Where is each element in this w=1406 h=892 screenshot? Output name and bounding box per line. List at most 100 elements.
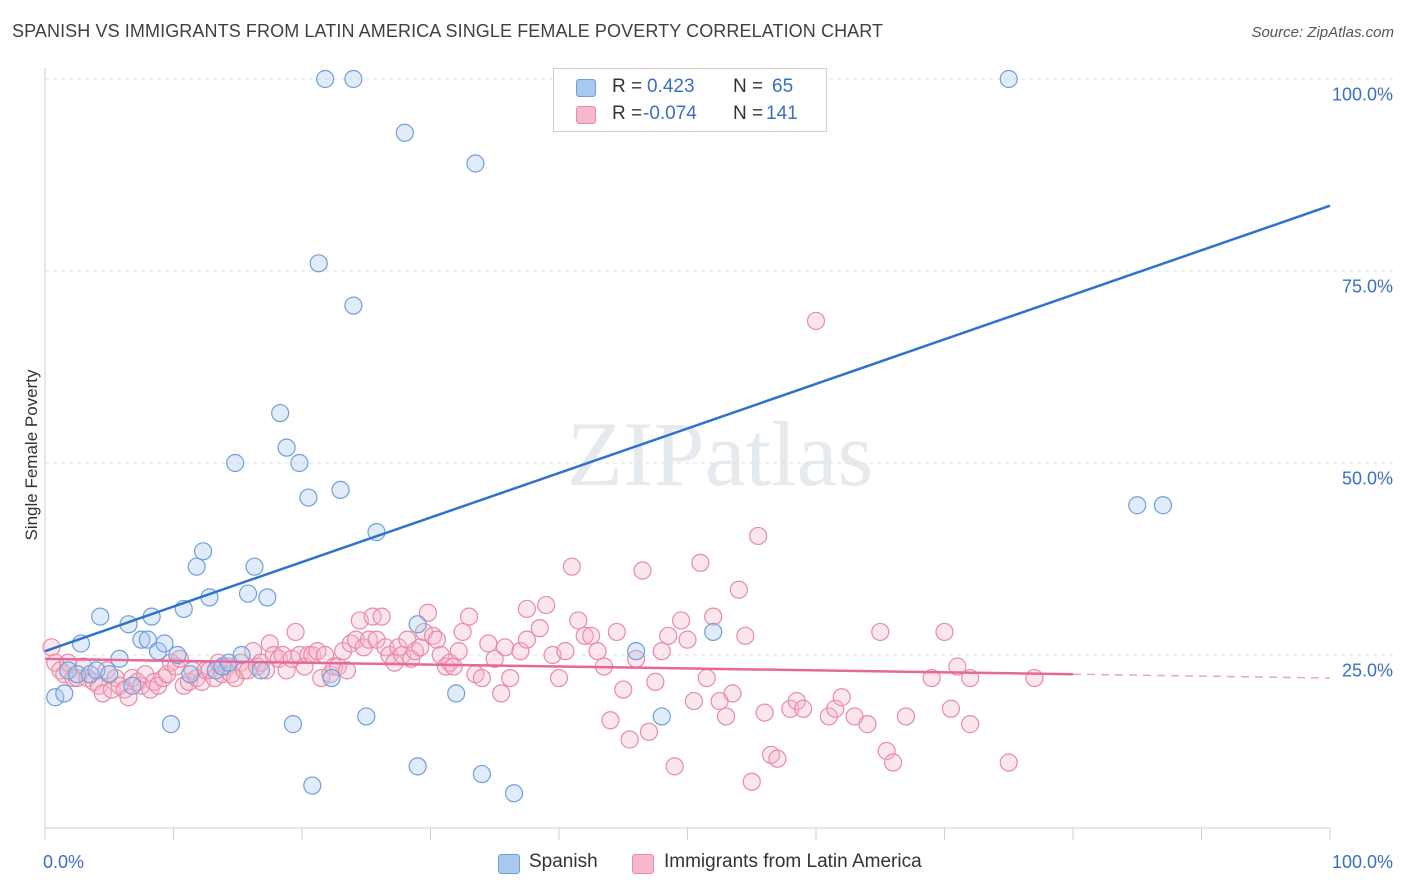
latin-point <box>337 661 357 680</box>
latin-point <box>999 753 1018 772</box>
spanish-point <box>466 154 485 173</box>
spanish-point <box>232 645 251 665</box>
spanish-point <box>299 488 318 507</box>
latin-point <box>372 607 391 626</box>
latin-point <box>948 657 967 676</box>
spanish-point <box>91 607 110 626</box>
latin-point <box>749 526 768 546</box>
latin-point <box>646 672 665 691</box>
spanish-point <box>309 254 328 273</box>
spanish-point <box>303 776 322 795</box>
latin-point <box>729 580 749 599</box>
spanish-point <box>187 557 206 576</box>
spanish-point <box>193 542 213 561</box>
latin-point <box>922 668 941 688</box>
stats-legend: R = 0.423 N = 65 R = -0.074 N = 141 <box>553 68 827 132</box>
latin-point <box>495 638 515 657</box>
spanish-point <box>46 688 65 707</box>
spanish-point <box>181 665 200 684</box>
y-tick-label-75: 75.0% <box>1341 276 1393 297</box>
latin-point <box>883 753 903 772</box>
legend-swatch-spanish <box>576 79 596 97</box>
x-tick-max: 100.0% <box>1331 852 1393 872</box>
latin-point <box>652 642 671 661</box>
latin-point <box>346 630 366 649</box>
latin-point <box>479 634 498 653</box>
legend-n-label: N = <box>733 103 764 124</box>
latin-point <box>871 622 890 642</box>
legend-n-label: N = <box>733 76 764 97</box>
spanish-point <box>447 684 466 703</box>
latin-point <box>459 607 479 626</box>
latin-point <box>684 691 704 711</box>
legend-label-latin: Immigrants from Latin America <box>664 851 922 872</box>
legend-r-label: R = <box>612 76 643 97</box>
latin-point <box>511 642 530 661</box>
latin-point <box>93 684 112 703</box>
spanish-points <box>46 69 1173 803</box>
spanish-point <box>344 296 363 315</box>
spanish-point <box>1128 496 1147 515</box>
latin-point <box>601 711 620 730</box>
spanish-point <box>408 615 427 634</box>
latin-point <box>691 553 710 572</box>
latin-point <box>334 642 353 661</box>
spanish-point <box>344 69 363 89</box>
spanish-point <box>1153 496 1173 515</box>
axes <box>44 68 1331 840</box>
legend-label-spanish: Spanish <box>529 851 598 872</box>
latin-point <box>444 657 463 676</box>
legend-r-label: R = <box>612 103 643 124</box>
spanish-point <box>316 69 335 89</box>
latin-point <box>517 630 536 649</box>
y-tick-label-50: 50.0% <box>1341 468 1393 489</box>
spanish-point <box>123 676 142 695</box>
latin-point <box>665 757 684 776</box>
latin-point <box>472 668 491 688</box>
latin-point <box>620 730 639 749</box>
latin-point <box>427 630 447 649</box>
latin-point <box>607 622 626 642</box>
spanish-point <box>704 622 723 642</box>
latin-point <box>896 707 916 726</box>
spanish-point <box>100 665 119 684</box>
latin-point <box>723 684 742 703</box>
latin-point <box>582 626 601 645</box>
latin-point <box>877 741 896 761</box>
spanish-point <box>395 123 414 142</box>
latin-point <box>501 668 520 688</box>
spanish-point <box>357 707 376 726</box>
legend-n-value: 141 <box>766 103 798 124</box>
spanish-point <box>290 453 309 473</box>
latin-point <box>755 703 774 722</box>
latin-point <box>639 722 659 741</box>
latin-point <box>704 607 723 626</box>
watermark: ZIPatlas <box>567 403 874 505</box>
legend-row-latin: R = -0.074 N = 141 <box>554 100 826 128</box>
latin-point <box>453 622 472 642</box>
spanish-point <box>626 642 646 661</box>
latin-point <box>556 642 575 661</box>
legend-r-value: 0.423 <box>647 76 695 97</box>
latin-point <box>961 715 980 734</box>
spanish-trend-line <box>44 204 1331 653</box>
y-tick-label-25: 25.0% <box>1341 660 1393 681</box>
spanish-point <box>283 715 303 734</box>
spanish-point <box>132 630 151 649</box>
latin-point <box>537 595 556 615</box>
latin-point <box>1025 668 1044 688</box>
latin-point <box>832 688 851 707</box>
latin-point <box>941 699 961 718</box>
latin-point <box>549 668 569 688</box>
latin-point <box>530 619 549 638</box>
latin-point <box>633 561 652 580</box>
latin-point <box>260 634 279 653</box>
series-legend: Spanish Immigrants from Latin America <box>0 851 1406 879</box>
spanish-point <box>155 634 174 653</box>
latin-point <box>826 699 845 718</box>
spanish-point <box>322 668 341 688</box>
spanish-point <box>999 69 1018 89</box>
latin-point <box>312 668 331 688</box>
latin-point <box>286 622 305 642</box>
